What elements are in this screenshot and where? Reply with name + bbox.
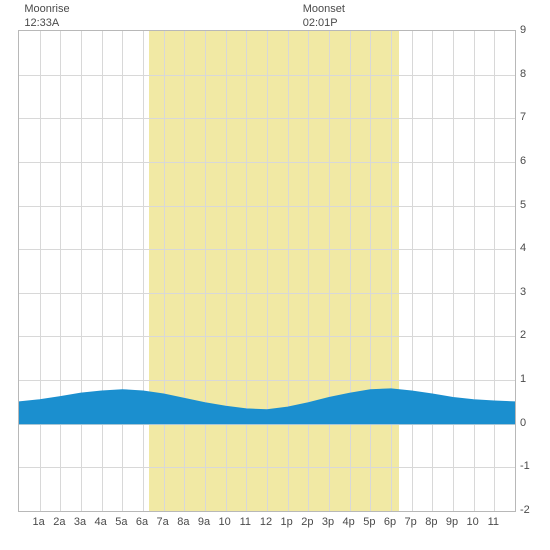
grid-line-h — [19, 206, 515, 207]
x-tick-label: 6p — [384, 516, 396, 528]
moonset-annotation: Moonset 02:01P — [303, 2, 345, 31]
y-tick-label: 5 — [520, 199, 526, 211]
grid-line-v — [184, 31, 185, 511]
grid-line-h — [19, 380, 515, 381]
moonrise-time: 12:33A — [24, 17, 59, 29]
grid-line-v — [164, 31, 165, 511]
grid-line-v — [143, 31, 144, 511]
x-tick-label: 7p — [405, 516, 417, 528]
grid-line-v — [432, 31, 433, 511]
x-tick-label: 2p — [301, 516, 313, 528]
grid-line-v — [288, 31, 289, 511]
x-tick-label: 5a — [115, 516, 127, 528]
grid-line-h — [19, 424, 515, 425]
x-tick-label: 9p — [446, 516, 458, 528]
grid-line-v — [102, 31, 103, 511]
x-tick-label: 4p — [343, 516, 355, 528]
x-tick-label: 5p — [363, 516, 375, 528]
x-tick-label: 11 — [488, 516, 499, 528]
grid-line-h — [19, 249, 515, 250]
plot-area — [18, 30, 516, 512]
grid-line-h — [19, 336, 515, 337]
x-tick-label: 1p — [281, 516, 293, 528]
y-tick-label: 3 — [520, 286, 526, 298]
moonrise-title: Moonrise — [24, 3, 69, 15]
grid-line-v — [246, 31, 247, 511]
grid-line-v — [370, 31, 371, 511]
grid-line-v — [81, 31, 82, 511]
grid-line-h — [19, 75, 515, 76]
grid-line-v — [60, 31, 61, 511]
y-tick-label: 7 — [520, 111, 526, 123]
x-tick-label: 10 — [219, 516, 231, 528]
x-tick-label: 3a — [74, 516, 86, 528]
y-tick-label: 1 — [520, 373, 526, 385]
y-tick-label: 0 — [520, 417, 526, 429]
moonrise-annotation: Moonrise 12:33A — [24, 2, 69, 31]
y-tick-label: 6 — [520, 155, 526, 167]
grid-line-h — [19, 467, 515, 468]
grid-line-v — [205, 31, 206, 511]
grid-line-v — [308, 31, 309, 511]
y-tick-label: -2 — [520, 504, 530, 516]
y-tick-label: -1 — [520, 460, 530, 472]
x-tick-label: 7a — [157, 516, 169, 528]
grid-line-h — [19, 162, 515, 163]
x-tick-label: 8p — [425, 516, 437, 528]
x-tick-label: 12 — [260, 516, 272, 528]
daylight-band — [149, 31, 399, 511]
grid-line-v — [329, 31, 330, 511]
grid-line-v — [122, 31, 123, 511]
x-tick-label: 9a — [198, 516, 210, 528]
y-tick-label: 4 — [520, 242, 526, 254]
grid-line-v — [267, 31, 268, 511]
grid-line-v — [494, 31, 495, 511]
x-tick-label: 2a — [53, 516, 65, 528]
x-tick-label: 6a — [136, 516, 148, 528]
x-tick-label: 10 — [467, 516, 479, 528]
tide-chart: Moonrise 12:33A Moonset 02:01P -2-101234… — [0, 0, 550, 550]
x-tick-label: 3p — [322, 516, 334, 528]
x-tick-label: 4a — [95, 516, 107, 528]
grid-line-h — [19, 293, 515, 294]
y-tick-label: 8 — [520, 68, 526, 80]
y-tick-label: 2 — [520, 329, 526, 341]
grid-line-v — [412, 31, 413, 511]
grid-line-v — [350, 31, 351, 511]
grid-line-v — [453, 31, 454, 511]
grid-line-v — [391, 31, 392, 511]
grid-line-h — [19, 118, 515, 119]
moonset-title: Moonset — [303, 3, 345, 15]
grid-line-v — [226, 31, 227, 511]
y-tick-label: 9 — [520, 24, 526, 36]
x-tick-label: 1a — [33, 516, 45, 528]
moonset-time: 02:01P — [303, 17, 338, 29]
grid-line-v — [40, 31, 41, 511]
grid-line-v — [474, 31, 475, 511]
x-tick-label: 8a — [177, 516, 189, 528]
x-tick-label: 11 — [240, 516, 251, 528]
